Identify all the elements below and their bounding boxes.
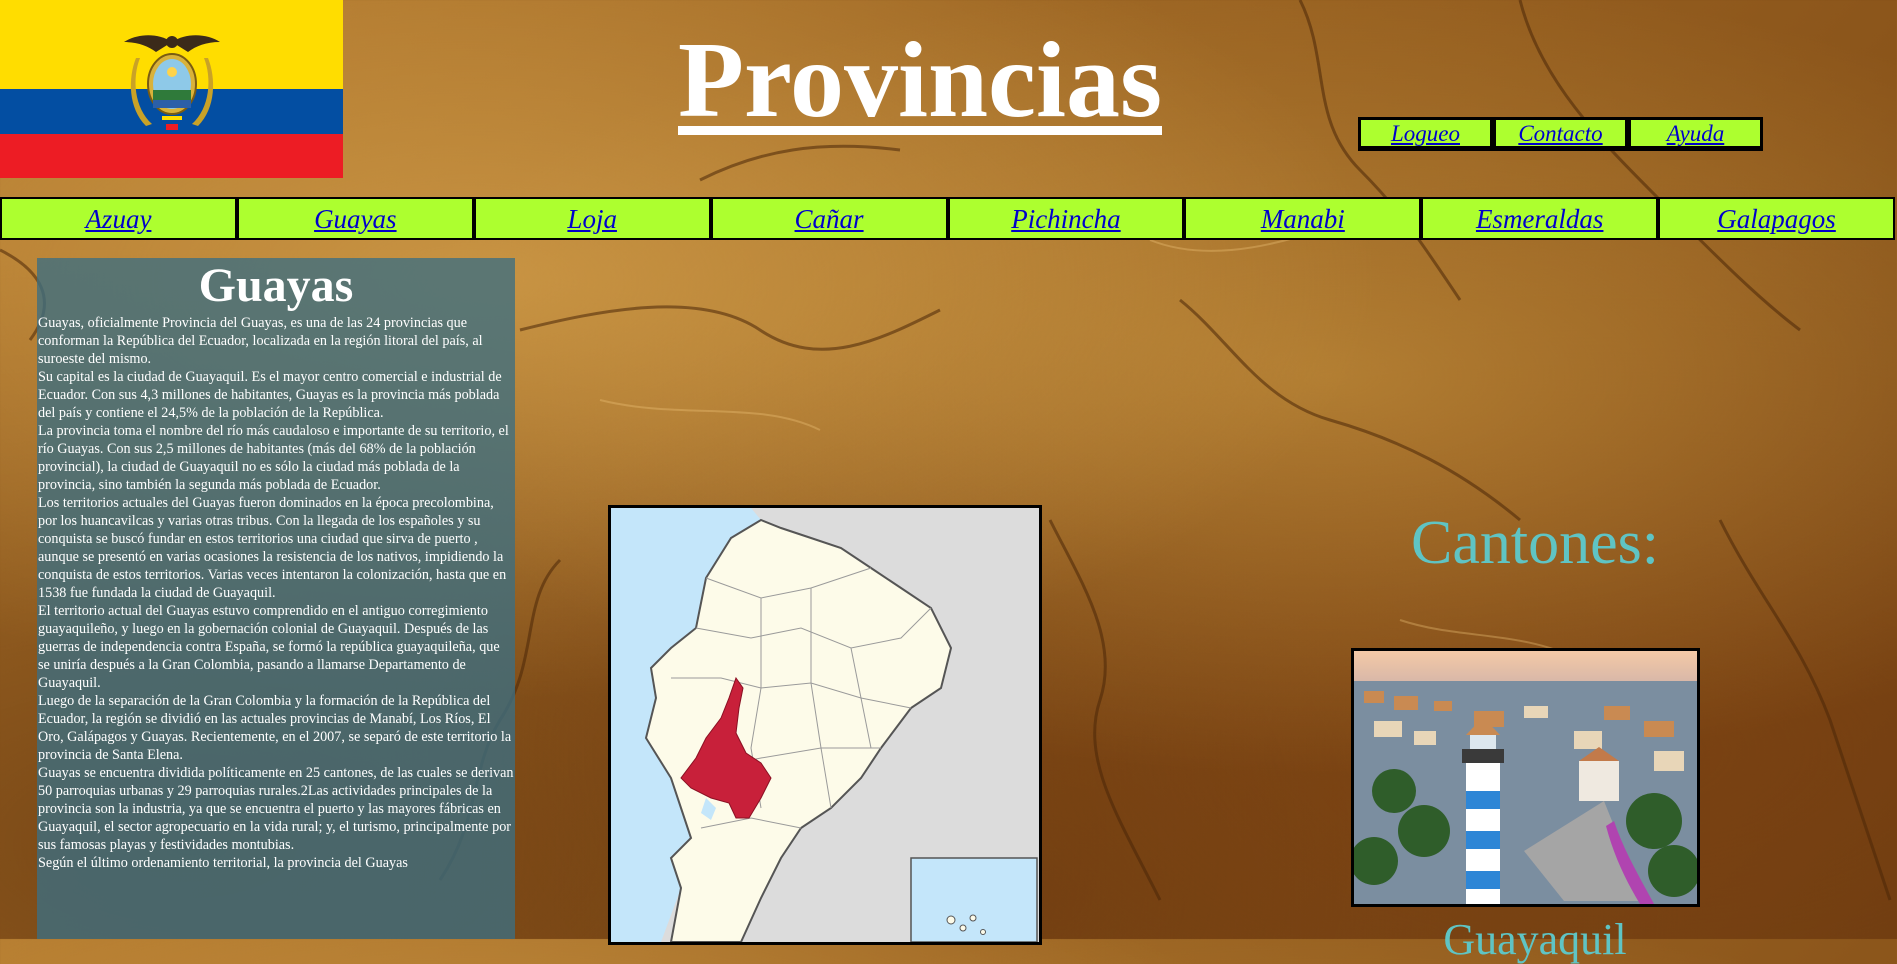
nav-galapagos[interactable]: Galapagos: [1660, 199, 1893, 238]
cantones-heading: Cantones:: [1411, 509, 1659, 577]
info-paragraph: Su capital es la ciudad de Guayaquil. Es…: [38, 369, 502, 421]
info-paragraph: Los territorios actuales del Guayas fuer…: [38, 495, 507, 601]
ecuador-flag: [0, 0, 343, 178]
ecuador-map-icon: [611, 508, 1039, 942]
help-link[interactable]: Ayuda: [1630, 119, 1761, 147]
info-paragraph: Guayas se encuentra dividida políticamen…: [38, 765, 514, 853]
nav-loja[interactable]: Loja: [475, 199, 709, 238]
login-link[interactable]: Logueo: [1360, 119, 1491, 147]
info-paragraph: La provincia toma el nombre del río más …: [38, 423, 509, 493]
top-links-bar: Logueo Contacto Ayuda: [1358, 117, 1763, 151]
lighthouse-photo-icon: [1354, 651, 1697, 904]
coat-of-arms-icon: [124, 35, 220, 130]
canton-caption: Guayaquil: [1443, 915, 1627, 964]
flag-stripe-red: [0, 134, 343, 178]
guayas-highlight: [680, 676, 772, 819]
info-paragraph: Guayas, oficialmente Provincia del Guaya…: [38, 315, 483, 367]
province-info-panel: Guayas Guayas, oficialmente Provincia de…: [37, 258, 515, 939]
nav-guayas[interactable]: Guayas: [238, 199, 472, 238]
contact-link[interactable]: Contacto: [1495, 119, 1626, 147]
province-heading: Guayas: [198, 259, 354, 312]
page-title: Provincias: [678, 21, 1162, 140]
info-paragraph: El territorio actual del Guayas estuvo c…: [38, 603, 500, 691]
provinces-nav: Azuay Guayas Loja Cañar Pichincha Manabi…: [0, 197, 1895, 240]
info-paragraph: Luego de la separación de la Gran Colomb…: [38, 693, 512, 763]
info-paragraph: Según el último ordenamiento territorial…: [38, 855, 408, 871]
nav-azuay[interactable]: Azuay: [2, 199, 235, 238]
guayas-location-map: [608, 505, 1042, 945]
nav-esmeraldas[interactable]: Esmeraldas: [1423, 199, 1657, 238]
nav-manabi[interactable]: Manabi: [1186, 199, 1420, 238]
guayaquil-photo: [1351, 648, 1700, 907]
nav-canar[interactable]: Cañar: [712, 199, 946, 238]
nav-pichincha[interactable]: Pichincha: [949, 199, 1183, 238]
